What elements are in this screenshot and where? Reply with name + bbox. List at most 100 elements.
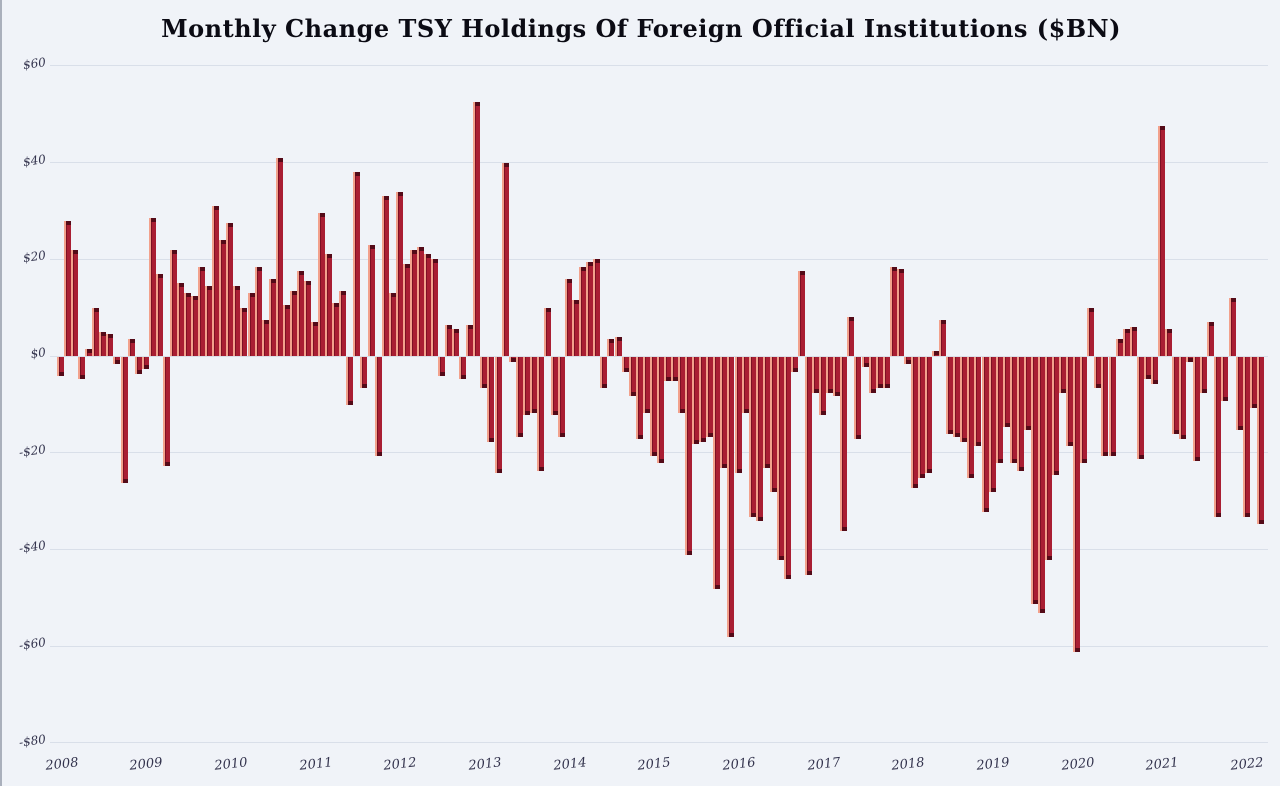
bar-cap [715, 585, 721, 590]
bar [339, 290, 347, 356]
bar [169, 249, 177, 356]
bar-cap [228, 223, 234, 228]
bar-cap [919, 473, 925, 478]
bar [621, 357, 629, 372]
bar-cap [623, 367, 629, 372]
bar [78, 357, 86, 379]
bar [1221, 357, 1229, 401]
bar-cap [193, 295, 199, 300]
bar [127, 339, 135, 356]
bar [64, 220, 72, 356]
bar [882, 357, 890, 389]
bar [1242, 357, 1250, 517]
bar-cap [1223, 396, 1229, 401]
x-tick-label: 2009 [128, 755, 164, 774]
bar-cap [129, 339, 135, 344]
x-tick-label: 2014 [552, 755, 587, 774]
bar [868, 357, 876, 394]
bar-cap [411, 249, 417, 254]
bar-cap [277, 157, 283, 162]
bar-cap [1131, 326, 1137, 331]
bar [536, 357, 544, 471]
x-tick-label: 2012 [383, 755, 418, 774]
bar-cap [1237, 425, 1243, 430]
bar-cap [503, 162, 509, 167]
bar [939, 319, 947, 356]
bar-cap [962, 437, 968, 442]
bar-cap [863, 362, 869, 367]
bar [85, 348, 93, 356]
bar [699, 357, 707, 442]
bar [402, 264, 410, 356]
bar-cap [1138, 454, 1144, 459]
bar [826, 357, 834, 394]
bar [388, 293, 396, 356]
bar [1002, 357, 1010, 428]
bar [995, 357, 1003, 464]
bar-cap [306, 281, 311, 286]
x-tick-label: 2018 [891, 755, 926, 774]
bar-cap [1117, 339, 1123, 344]
bar-cap [270, 278, 276, 283]
bar [932, 351, 940, 356]
bar [755, 357, 763, 522]
bar-cap [1103, 452, 1109, 457]
bar [1122, 329, 1130, 356]
bar-cap [249, 293, 255, 298]
bar [946, 357, 954, 435]
bar [685, 357, 693, 556]
y-tick-label: $40 [22, 151, 47, 169]
bar-cap [983, 507, 989, 512]
bar [1200, 357, 1208, 394]
bar [353, 172, 361, 356]
x-tick-label: 2021 [1145, 755, 1180, 774]
bar-cap [235, 285, 241, 290]
bar [240, 307, 248, 356]
bar-cap [59, 372, 64, 377]
bar-cap [1082, 459, 1088, 464]
bar-cap [369, 244, 375, 249]
bar [515, 357, 523, 437]
gridline [50, 548, 1268, 550]
bar-cap [771, 488, 777, 493]
bar [1143, 357, 1151, 379]
bar [141, 357, 149, 370]
x-tick-label: 2011 [298, 755, 333, 774]
bar [296, 271, 304, 356]
x-tick-label: 2022 [1229, 755, 1265, 774]
bar-cap [884, 384, 890, 389]
bar [974, 357, 982, 447]
bar-cap [327, 254, 333, 259]
y-tick-label: $0 [29, 345, 47, 361]
bar-cap [750, 512, 756, 517]
bar [1150, 357, 1158, 384]
bar [438, 357, 446, 377]
bar-cap [955, 432, 961, 437]
bar [191, 295, 199, 356]
bar-cap [263, 319, 269, 324]
x-tick-label: 2008 [44, 755, 79, 774]
bar-cap [1110, 452, 1116, 457]
bar [1073, 357, 1081, 652]
bar [783, 357, 791, 580]
bar-cap [1032, 599, 1038, 604]
bar-cap [736, 469, 742, 474]
bar-cap [1096, 384, 1102, 389]
x-tick-label: 2016 [721, 755, 757, 774]
bar [776, 357, 784, 561]
bar [452, 329, 460, 356]
bar-cap [291, 290, 297, 295]
bar-cap [595, 259, 601, 264]
bar [593, 259, 601, 356]
bar [198, 266, 206, 356]
bar [1207, 322, 1215, 356]
bar-cap [538, 466, 544, 471]
y-tick-label: -$60 [18, 635, 47, 653]
bar [522, 357, 530, 415]
bar [642, 357, 650, 413]
bar-cap [115, 360, 121, 365]
bar-cap [927, 469, 933, 474]
bar [374, 357, 382, 457]
bar [106, 334, 114, 356]
